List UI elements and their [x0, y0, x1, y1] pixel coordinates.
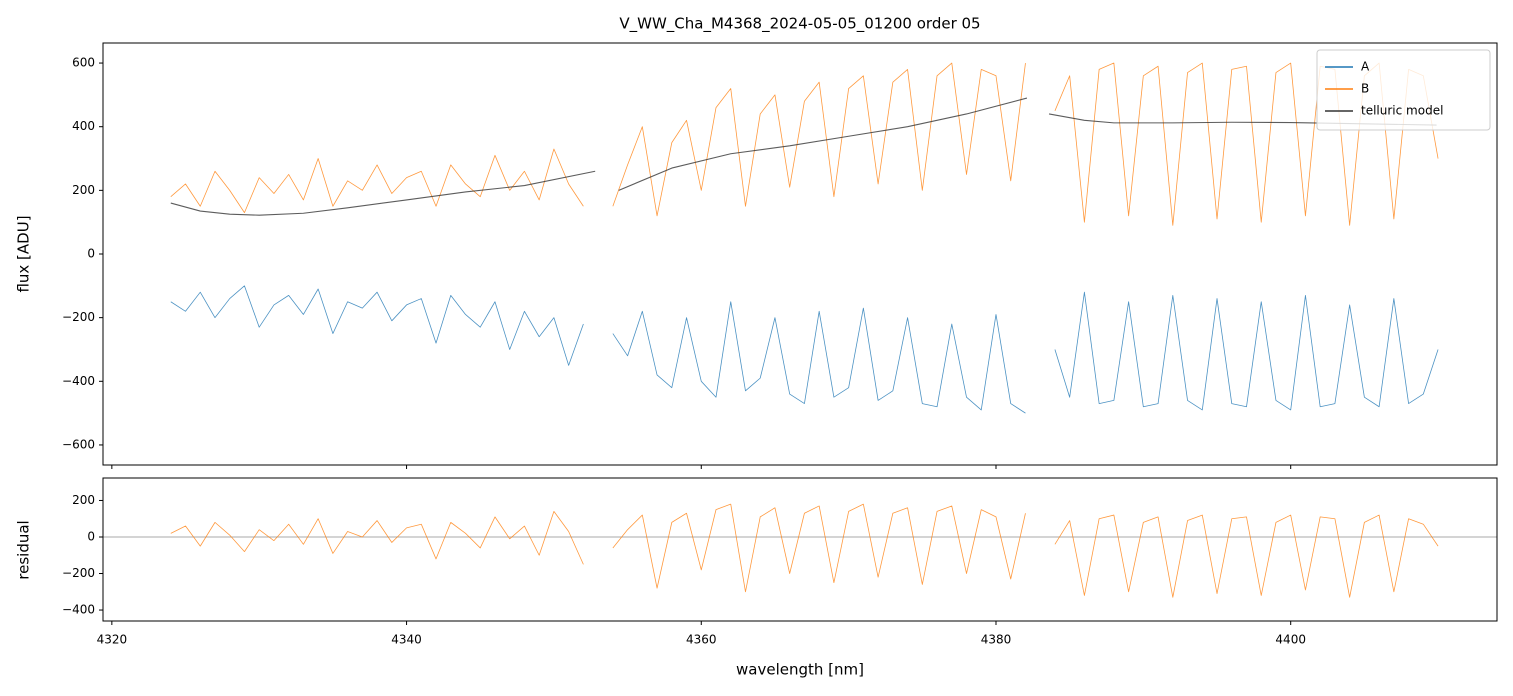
- y-tick-label: −200: [62, 566, 95, 580]
- plot-area: [103, 503, 1497, 598]
- chart-title: V_WW_Cha_M4368_2024-05-05_01200 order 05: [619, 15, 980, 34]
- x-tick-label: 4320: [97, 633, 128, 647]
- series-line: [170, 62, 1439, 226]
- y-tick-label: −600: [62, 437, 95, 451]
- axes-frame: [102, 477, 1498, 622]
- y-tick-label: 600: [72, 56, 95, 70]
- axes-frame: [102, 42, 1498, 466]
- y-tick-label: 200: [72, 183, 95, 197]
- series-line: [170, 503, 1439, 598]
- legend-label: A: [1361, 60, 1370, 74]
- y-tick-label: 0: [87, 529, 95, 543]
- y-tick-label: 0: [87, 247, 95, 261]
- y-tick-label: −200: [62, 310, 95, 324]
- y-axis-label: residual: [15, 520, 33, 579]
- y-axis-label: flux [ADU]: [15, 215, 33, 292]
- series-line: [170, 285, 1439, 414]
- plot-area: [170, 62, 1439, 414]
- series-line: [170, 97, 1437, 216]
- legend-box: [1316, 49, 1491, 131]
- x-tick-label: 4400: [1275, 633, 1306, 647]
- y-tick-label: −400: [62, 603, 95, 617]
- legend-label: B: [1361, 82, 1369, 96]
- x-tick-label: 4360: [686, 633, 717, 647]
- x-tick-label: 4340: [391, 633, 422, 647]
- legend-label: telluric model: [1361, 104, 1443, 118]
- y-tick-label: −400: [62, 374, 95, 388]
- x-tick-label: 4380: [981, 633, 1012, 647]
- x-axis-label: wavelength [nm]: [736, 661, 864, 679]
- y-tick-label: 200: [72, 493, 95, 507]
- y-tick-label: 400: [72, 119, 95, 133]
